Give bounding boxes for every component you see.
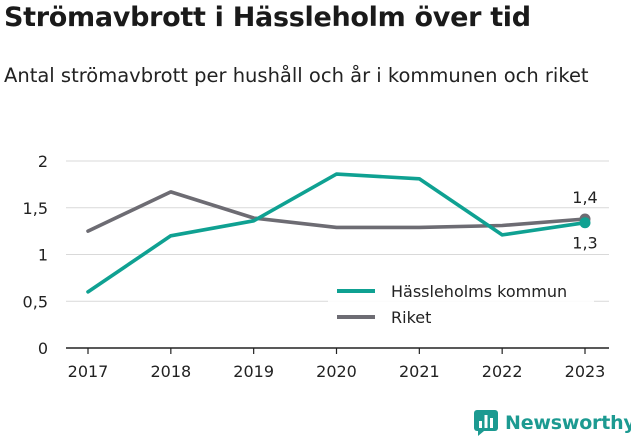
x-tick-label: 2019	[233, 362, 274, 381]
series-line-riket	[88, 192, 585, 231]
y-tick-label: 0	[38, 339, 48, 358]
brand-name: Newsworthy	[505, 412, 631, 434]
y-tick-label: 1	[38, 246, 48, 265]
x-tick-label: 2021	[399, 362, 440, 381]
x-tick-label: 2022	[482, 362, 523, 381]
end-label-riket: 1,4	[572, 188, 597, 207]
newsworthy-logo: Newsworthy	[473, 405, 631, 441]
data-point	[580, 217, 591, 228]
y-tick-label: 1,5	[23, 199, 48, 218]
y-tick-label: 0,5	[23, 292, 48, 311]
x-tick-label: 2017	[68, 362, 109, 381]
x-tick-label: 2018	[150, 362, 191, 381]
legend-label: Riket	[391, 308, 431, 327]
legend-label: Hässleholms kommun	[391, 282, 567, 301]
x-tick-label: 2020	[316, 362, 357, 381]
series-line-kommun	[88, 174, 585, 292]
y-tick-label: 2	[38, 152, 48, 171]
line-chart: 0 0,5 1 1,5 2 2017 2018 2019 2020 2021 2022 2023 1,4…	[0, 0, 631, 405]
x-tick-label: 2023	[565, 362, 606, 381]
newsworthy-chart-icon	[473, 409, 499, 437]
end-label-kommun: 1,3	[572, 234, 597, 253]
